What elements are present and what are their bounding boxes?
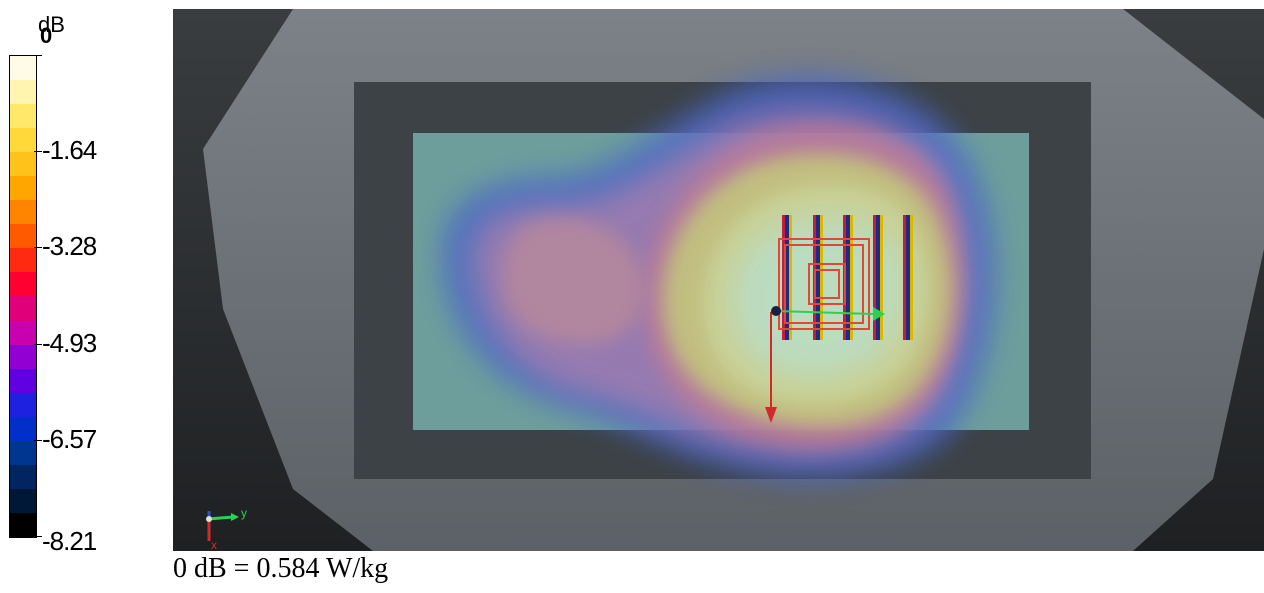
legend-tick-mark <box>34 439 42 441</box>
legend-tick-label: -3.28 <box>42 231 97 262</box>
legend-tick-label: -4.93 <box>42 327 97 358</box>
legend-color-segment <box>10 440 36 465</box>
sar-contour-pink-left <box>503 218 643 345</box>
legend-color-segment <box>10 392 36 417</box>
legend-tick-mark <box>34 343 42 345</box>
legend-color-segment <box>10 152 36 177</box>
legend-color-segment <box>10 464 36 489</box>
legend-tick-label: 0 <box>40 23 52 48</box>
legend-color-segment <box>10 416 36 441</box>
legend-color-segment <box>10 488 36 513</box>
legend-tick-mark <box>34 247 42 249</box>
legend-color-segment <box>10 344 36 369</box>
legend-color-segment <box>10 200 36 225</box>
legend-tick-mark <box>34 151 42 153</box>
local-axes <box>765 306 885 423</box>
legend-tick-label: -6.57 <box>42 423 97 454</box>
legend-color-segment <box>10 296 36 321</box>
legend-color-segment <box>10 272 36 297</box>
sar-3d-viewport[interactable]: y x <box>173 9 1264 551</box>
orientation-triad <box>206 511 239 541</box>
color-scale-bar <box>9 55 37 538</box>
legend-unit-label: dB <box>38 12 65 37</box>
antenna-coil <box>778 215 913 340</box>
triad-y-label: y <box>241 506 247 520</box>
legend-tick-label: -8.21 <box>42 526 97 556</box>
triad-x-label: x <box>211 538 217 551</box>
legend-color-segment <box>10 56 36 81</box>
legend-color-segment <box>10 128 36 153</box>
legend-color-segment <box>10 80 36 105</box>
legend-color-segment <box>10 320 36 345</box>
legend-color-segment <box>10 248 36 273</box>
legend-color-segment <box>10 224 36 249</box>
legend-color-segment <box>10 176 36 201</box>
color-scale-legend: dB 0 -1.64 -3.28 -4.93 -6.57 -8.21 <box>0 0 170 560</box>
legend-tick-label: -1.64 <box>42 135 97 166</box>
legend-color-segment <box>10 368 36 393</box>
legend-color-segment <box>10 512 36 537</box>
legend-tick-mark <box>34 536 42 537</box>
legend-color-segment <box>10 104 36 129</box>
coil-traces <box>778 238 870 330</box>
reference-value-caption: 0 dB = 0.584 W/kg <box>173 553 389 584</box>
legend-tick-mark <box>34 55 42 56</box>
